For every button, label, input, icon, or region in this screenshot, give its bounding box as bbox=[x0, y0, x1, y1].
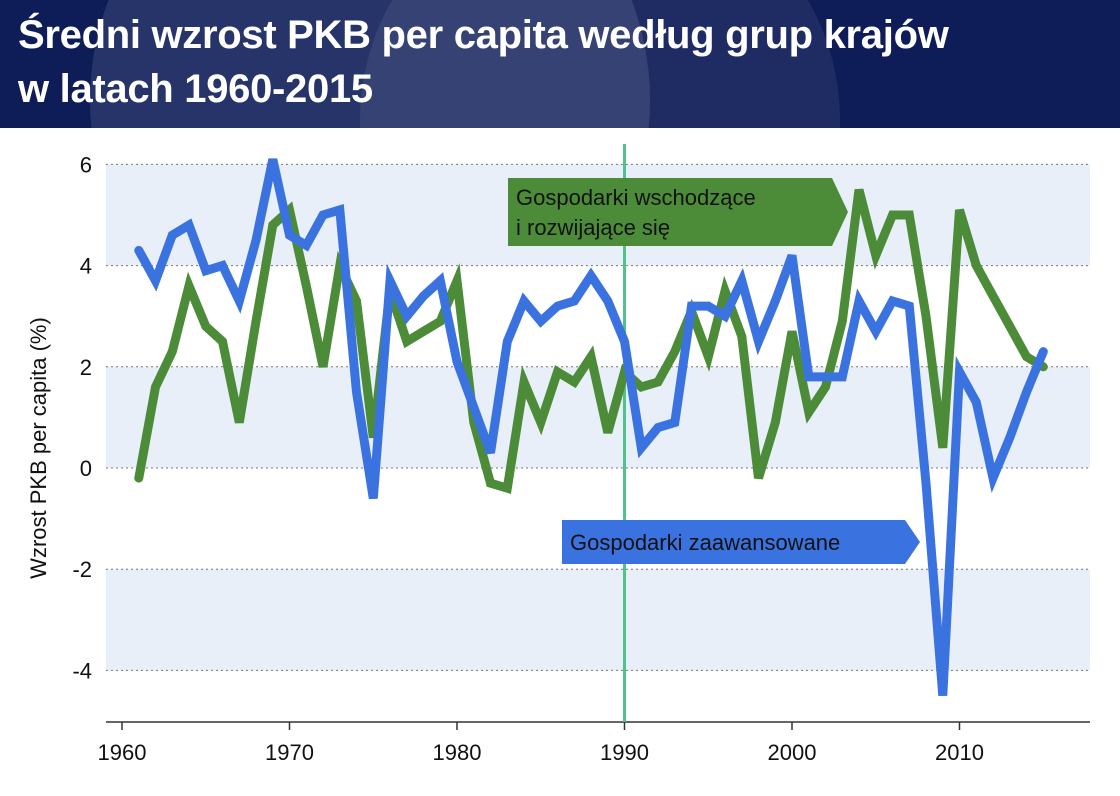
x-tick-label: 1960 bbox=[98, 740, 147, 765]
y-tick-label: 0 bbox=[80, 456, 92, 481]
x-tick-label: 1990 bbox=[600, 740, 649, 765]
title-line-1: Średni wzrost PKB per capita według grup… bbox=[18, 13, 949, 57]
annotation-label-advanced: Gospodarki zaawansowane bbox=[570, 530, 840, 555]
annotation-box-advanced bbox=[562, 520, 920, 564]
chart-band bbox=[106, 569, 1090, 671]
series-line-emerging bbox=[134, 188, 1048, 494]
y-tick-label: -4 bbox=[72, 658, 92, 683]
chart-annotations: Gospodarki wschodzące i rozwijające się Go… bbox=[508, 178, 920, 564]
annotation-label-emerging: Gospodarki wschodzące bbox=[516, 185, 756, 210]
decorative-logo-shape bbox=[90, 0, 650, 128]
chart-series bbox=[134, 158, 1048, 697]
x-tick-label: 2010 bbox=[935, 740, 984, 765]
decorative-logo-shape bbox=[360, 0, 840, 128]
annotation-box-emerging bbox=[508, 178, 848, 246]
y-tick-label: 2 bbox=[80, 355, 92, 380]
page-title: Średni wzrost PKB per capita według grup… bbox=[18, 8, 949, 116]
annotation-label-emerging: i rozwijające się bbox=[516, 215, 670, 240]
y-tick-label: 6 bbox=[80, 152, 92, 177]
header-banner: Średni wzrost PKB per capita według grup… bbox=[0, 0, 1120, 128]
line-chart: 6 4 2 0 -2 -4 1960 1970 1980 1990 2000 2010 Gospoda… bbox=[26, 144, 1090, 765]
x-tick-label: 2000 bbox=[768, 740, 817, 765]
title-line-2: w latach 1960-2015 bbox=[18, 67, 373, 111]
y-tick-label: -2 bbox=[72, 557, 92, 582]
y-tick-label: 4 bbox=[80, 254, 92, 279]
y-axis-label: Wzrost PKB per capita (%) bbox=[26, 317, 51, 579]
series-line-advanced bbox=[134, 158, 1048, 697]
x-tick-label: 1980 bbox=[433, 740, 482, 765]
x-tick-label: 1970 bbox=[265, 740, 314, 765]
